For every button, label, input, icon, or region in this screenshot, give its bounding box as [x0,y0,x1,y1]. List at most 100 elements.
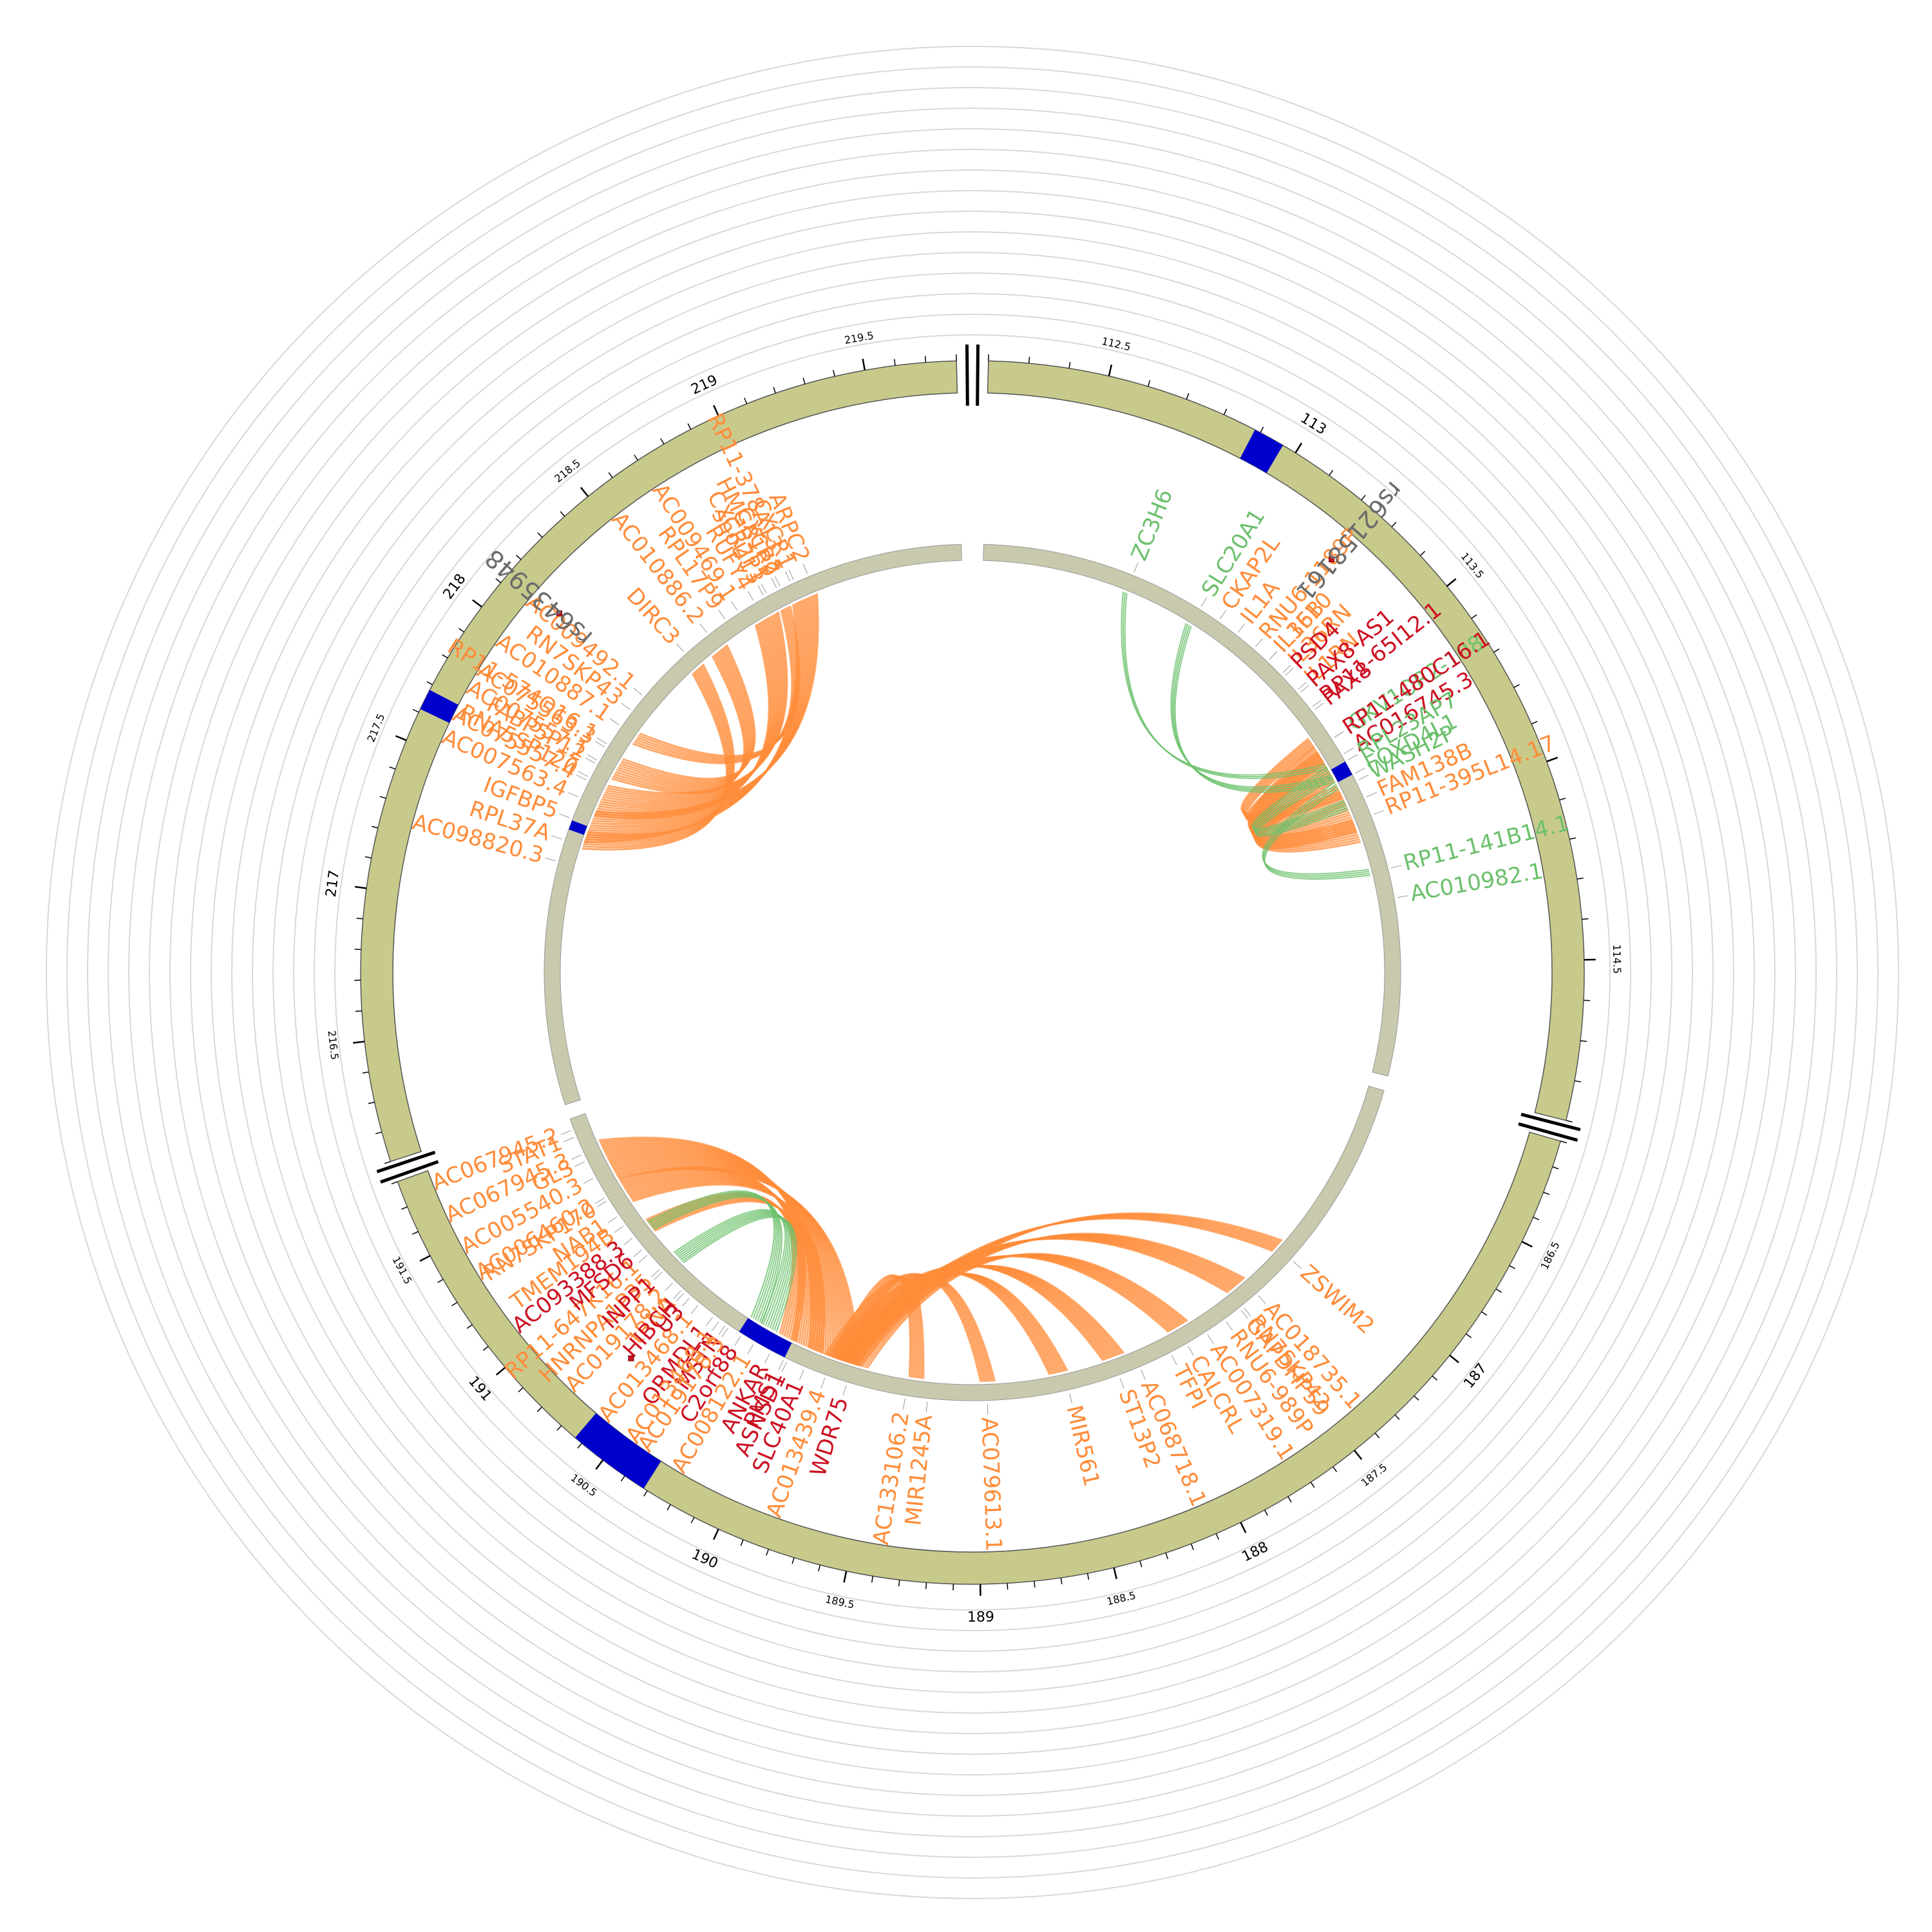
gene-label-leader [1293,1260,1302,1269]
tick-mark [368,1101,375,1104]
tick-mark [1190,1543,1194,1550]
gene-label-leader [587,754,598,761]
gene-label: MIR561 [1061,1403,1104,1489]
tick-label: 191 [465,1373,495,1404]
grid-ring [293,293,1652,1652]
tick-mark [1493,648,1500,653]
tick-mark [472,599,482,608]
segment-break-marker [1518,1122,1578,1142]
tick-mark [818,1564,821,1571]
gene-label: AC079613.1 [976,1417,1007,1552]
inner-track-highlight [569,820,587,835]
tick-mark [442,654,448,659]
grid-ring [149,149,1796,1796]
tick-mark [371,826,379,829]
gene-label-leader [654,1272,663,1280]
link-arc [647,1190,775,1318]
tick-mark [1240,1522,1247,1533]
tick-mark [536,1406,542,1412]
tick-mark [419,1255,431,1262]
inner-track-segment [544,544,962,1106]
tick-mark [1374,1432,1380,1439]
gene-label-leader [1200,597,1208,607]
tick-mark [395,735,407,741]
coordinate-ticks: 113187188189190191217218219112.5113.5114… [323,329,1624,1625]
tick-mark [556,1425,562,1431]
tick-mark [379,795,386,799]
link-arc [1124,592,1328,779]
gene-label-leader [1314,703,1324,710]
gene-label-leader [747,1344,754,1354]
tick-mark [1543,1191,1550,1195]
tick-mark [791,1557,795,1564]
gene-label-leader [623,1238,633,1245]
gene-label-leader [734,1336,741,1346]
gene-label-leader [820,1378,826,1388]
tick-mark [620,1475,625,1482]
segment-break-marker [1520,1112,1581,1132]
gene-label-leader [718,1325,726,1336]
link-arc [639,605,800,757]
gene-label-leader [576,775,587,781]
snp-marker [1329,556,1335,562]
tick-mark [713,1528,719,1540]
gene-label-leader [1226,1321,1233,1331]
gene-label-leader [551,835,562,840]
tick-mark [1113,1567,1118,1580]
tick-mark [1108,365,1113,377]
tick-mark [1533,1217,1540,1220]
gene-label: ZC3H6 [1126,486,1178,564]
tick-mark [451,1302,458,1307]
tick-mark [687,423,692,430]
tick-mark [516,554,522,560]
gene-label-leader [764,1353,770,1363]
tick-label: 217 [323,869,343,898]
tick-mark [608,472,613,478]
tick-mark [1569,837,1577,840]
gene-label-leader [609,718,620,726]
gene-label-leader [1298,681,1307,690]
grid-ring [169,169,1776,1776]
gene-label-leader [651,1269,660,1278]
link-arc [1255,775,1348,835]
tick-mark [426,681,433,685]
tick-mark [1148,380,1151,387]
gene-label-leader [721,1327,728,1338]
tick-mark [1310,1482,1315,1488]
tick-mark [1495,1288,1502,1293]
gene-label-leader [731,601,738,611]
tick-mark [1432,1375,1438,1381]
tick-mark [389,766,396,770]
tick-mark [1560,1141,1567,1144]
gene-label-leader [1269,651,1278,660]
tick-label: 112.5 [1101,335,1132,354]
gene-label-leader [757,585,764,596]
snp-marker [556,610,562,616]
tick-mark [1414,1395,1419,1401]
tick-mark [802,377,806,384]
tick-label: 189.5 [824,1593,856,1611]
tick-mark [495,1367,506,1376]
gene-label-leader [1219,609,1227,620]
tick-mark [1552,1166,1559,1170]
gene-label-leader [771,578,777,589]
gene-label-leader [597,1200,607,1208]
tick-mark [833,370,835,377]
tick-mark [871,1576,874,1583]
tick-mark [375,1132,383,1135]
tick-mark [1186,393,1189,400]
gene-label-leader [1347,754,1358,761]
gene-label-leader [747,591,754,601]
tick-mark [744,397,748,404]
link-arc [1174,625,1336,793]
gene-label-leader [761,583,767,594]
tick-mark [595,1459,604,1470]
tick-mark [401,1206,408,1210]
tick-mark [924,355,927,363]
tick-mark [1546,757,1558,762]
tick-mark [458,628,465,632]
tick-label: 216.5 [325,1030,341,1061]
gene-label-leader [1258,1295,1266,1304]
gene-label-leader [775,576,781,587]
link-arc [838,1217,1273,1361]
